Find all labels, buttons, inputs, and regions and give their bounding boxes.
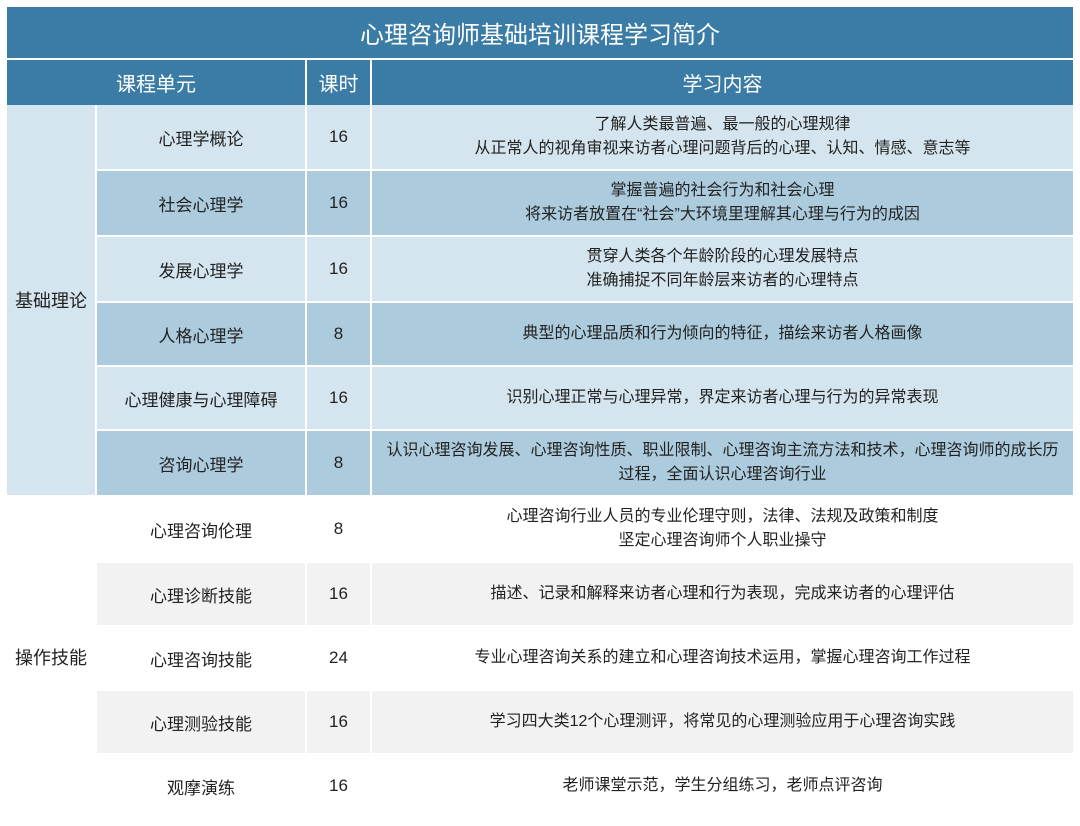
table-row: 社会心理学16掌握普遍的社会行为和社会心理将来访者放置在“社会”大环境里理解其心… [97,171,1073,237]
content-line: 了解人类最普遍、最一般的心理规律 [594,113,850,137]
cell-hours: 24 [307,627,372,689]
section-label: 操作技能 [7,497,97,819]
cell-course: 观摩演练 [97,755,307,817]
table-row: 人格心理学8 典型的心理品质和行为倾向的特征，描绘来访者人格画像 [97,303,1073,367]
table-header: 课程单元 课时 学习内容 [7,60,1073,105]
cell-course: 心理咨询技能 [97,627,307,689]
content-line: 识别心理正常与心理异常，界定来访者心理与行为的异常表现 [506,386,938,410]
cell-hours: 16 [307,691,372,753]
cell-course: 心理诊断技能 [97,563,307,625]
content-line: 专业心理咨询关系的建立和心理咨询技术运用，掌握心理咨询工作过程 [474,646,970,670]
cell-content: 典型的心理品质和行为倾向的特征，描绘来访者人格画像 [372,303,1073,365]
cell-content: 专业心理咨询关系的建立和心理咨询技术运用，掌握心理咨询工作过程 [372,627,1073,689]
section: 基础理论心理学概论16了解人类最普遍、最一般的心理规律从正常人的视角审视来访者心… [7,105,1073,497]
cell-course: 人格心理学 [97,303,307,365]
cell-hours: 16 [307,563,372,625]
cell-content: 掌握普遍的社会行为和社会心理将来访者放置在“社会”大环境里理解其心理与行为的成因 [372,171,1073,235]
section-rows: 心理咨询伦理8心理咨询行业人员的专业伦理守则，法律、法规及政策和制度坚定心理咨询… [97,497,1073,819]
cell-content: 描述、记录和解释来访者心理和行为表现，完成来访者的心理评估 [372,563,1073,625]
table-row: 心理咨询伦理8心理咨询行业人员的专业伦理守则，法律、法规及政策和制度坚定心理咨询… [97,497,1073,563]
table-row: 咨询心理学8认识心理咨询发展、心理咨询性质、职业限制、心理咨询主流方法和技术，心… [97,431,1073,497]
content-line: 掌握普遍的社会行为和社会心理 [610,179,834,203]
table-title: 心理咨询师基础培训课程学习简介 [7,7,1073,60]
content-line: 老师课堂示范，学生分组练习，老师点评咨询 [562,774,882,798]
cell-hours: 8 [307,303,372,365]
cell-content: 了解人类最普遍、最一般的心理规律从正常人的视角审视来访者心理问题背后的心理、认知… [372,105,1073,169]
content-line: 描述、记录和解释来访者心理和行为表现，完成来访者的心理评估 [490,582,954,606]
cell-content: 认识心理咨询发展、心理咨询性质、职业限制、心理咨询主流方法和技术，心理咨询师的成… [372,431,1073,495]
course-table: 心理咨询师基础培训课程学习简介 课程单元 课时 学习内容 基础理论心理学概论16… [6,6,1074,820]
cell-hours: 16 [307,105,372,169]
cell-content: 心理咨询行业人员的专业伦理守则，法律、法规及政策和制度坚定心理咨询师个人职业操守 [372,497,1073,561]
content-line: 认识心理咨询发展、心理咨询性质、职业限制、心理咨询主流方法和技术，心理咨询师的成… [382,439,1063,487]
content-line: 从正常人的视角审视来访者心理问题背后的心理、认知、情感、意志等 [474,137,970,161]
cell-course: 心理学概论 [97,105,307,169]
cell-course: 心理健康与心理障碍 [97,367,307,429]
content-line: 学习四大类12个心理测评，将常见的心理测验应用于心理咨询实践 [490,710,956,734]
cell-course: 心理测验技能 [97,691,307,753]
table-row: 观摩演练16 老师课堂示范，学生分组练习，老师点评咨询 [97,755,1073,819]
header-hours: 课时 [307,60,372,105]
cell-content: 老师课堂示范，学生分组练习，老师点评咨询 [372,755,1073,817]
cell-hours: 16 [307,171,372,235]
cell-course: 发展心理学 [97,237,307,301]
header-unit: 课程单元 [7,60,307,105]
header-content: 学习内容 [372,60,1073,105]
cell-course: 咨询心理学 [97,431,307,495]
cell-content: 识别心理正常与心理异常，界定来访者心理与行为的异常表现 [372,367,1073,429]
cell-hours: 16 [307,237,372,301]
cell-hours: 16 [307,367,372,429]
content-line: 将来访者放置在“社会”大环境里理解其心理与行为的成因 [525,203,920,227]
table-row: 心理诊断技能16 描述、记录和解释来访者心理和行为表现，完成来访者的心理评估 [97,563,1073,627]
section-label: 基础理论 [7,105,97,497]
cell-course: 社会心理学 [97,171,307,235]
content-line: 典型的心理品质和行为倾向的特征，描绘来访者人格画像 [522,322,922,346]
section: 操作技能心理咨询伦理8心理咨询行业人员的专业伦理守则，法律、法规及政策和制度坚定… [7,497,1073,819]
cell-course: 心理咨询伦理 [97,497,307,561]
table-row: 发展心理学16贯穿人类各个年龄阶段的心理发展特点准确捕捉不同年龄层来访者的心理特… [97,237,1073,303]
content-line: 贯穿人类各个年龄阶段的心理发展特点 [586,245,858,269]
section-rows: 心理学概论16了解人类最普遍、最一般的心理规律从正常人的视角审视来访者心理问题背… [97,105,1073,497]
table-row: 心理学概论16了解人类最普遍、最一般的心理规律从正常人的视角审视来访者心理问题背… [97,105,1073,171]
cell-hours: 8 [307,497,372,561]
cell-content: 学习四大类12个心理测评，将常见的心理测验应用于心理咨询实践 [372,691,1073,753]
content-line: 准确捕捉不同年龄层来访者的心理特点 [586,269,858,293]
table-row: 心理健康与心理障碍16 识别心理正常与心理异常，界定来访者心理与行为的异常表现 [97,367,1073,431]
content-line: 坚定心理咨询师个人职业操守 [618,529,826,553]
table-row: 心理咨询技能24 专业心理咨询关系的建立和心理咨询技术运用，掌握心理咨询工作过程 [97,627,1073,691]
content-line: 心理咨询行业人员的专业伦理守则，法律、法规及政策和制度 [506,505,938,529]
table-row: 心理测验技能16 学习四大类12个心理测评，将常见的心理测验应用于心理咨询实践 [97,691,1073,755]
cell-hours: 16 [307,755,372,817]
cell-content: 贯穿人类各个年龄阶段的心理发展特点准确捕捉不同年龄层来访者的心理特点 [372,237,1073,301]
table-body: 基础理论心理学概论16了解人类最普遍、最一般的心理规律从正常人的视角审视来访者心… [7,105,1073,819]
cell-hours: 8 [307,431,372,495]
